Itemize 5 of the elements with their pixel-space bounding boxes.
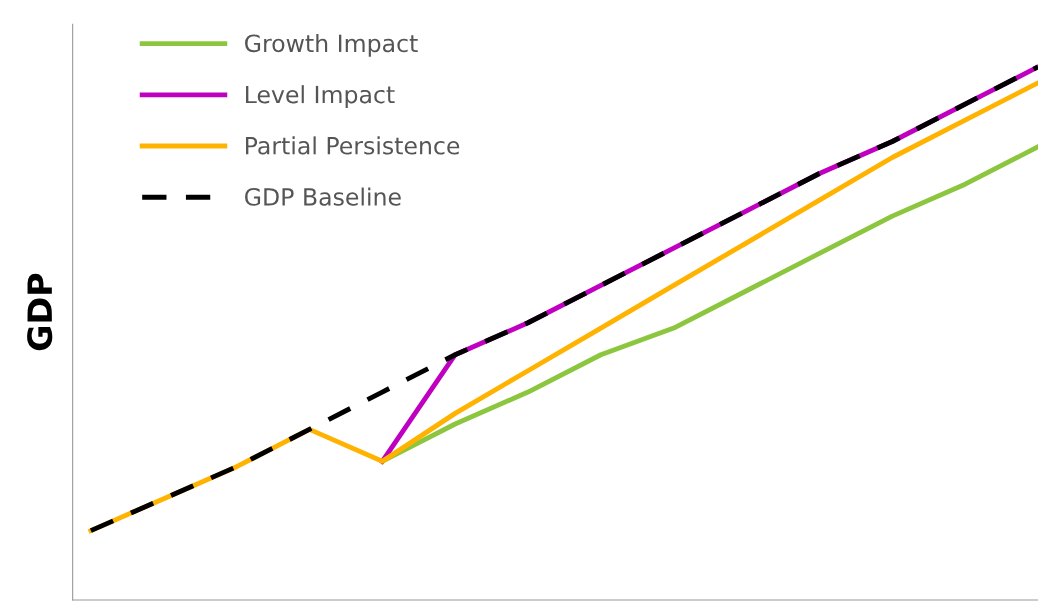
legend-label: GDP Baseline [245,187,401,206]
legend-label: Partial Persistence [246,136,460,155]
legend-label: Growth Impact [245,33,418,57]
legend-label: Level Impact [246,85,395,109]
y-axis-title: GDP [27,273,53,351]
